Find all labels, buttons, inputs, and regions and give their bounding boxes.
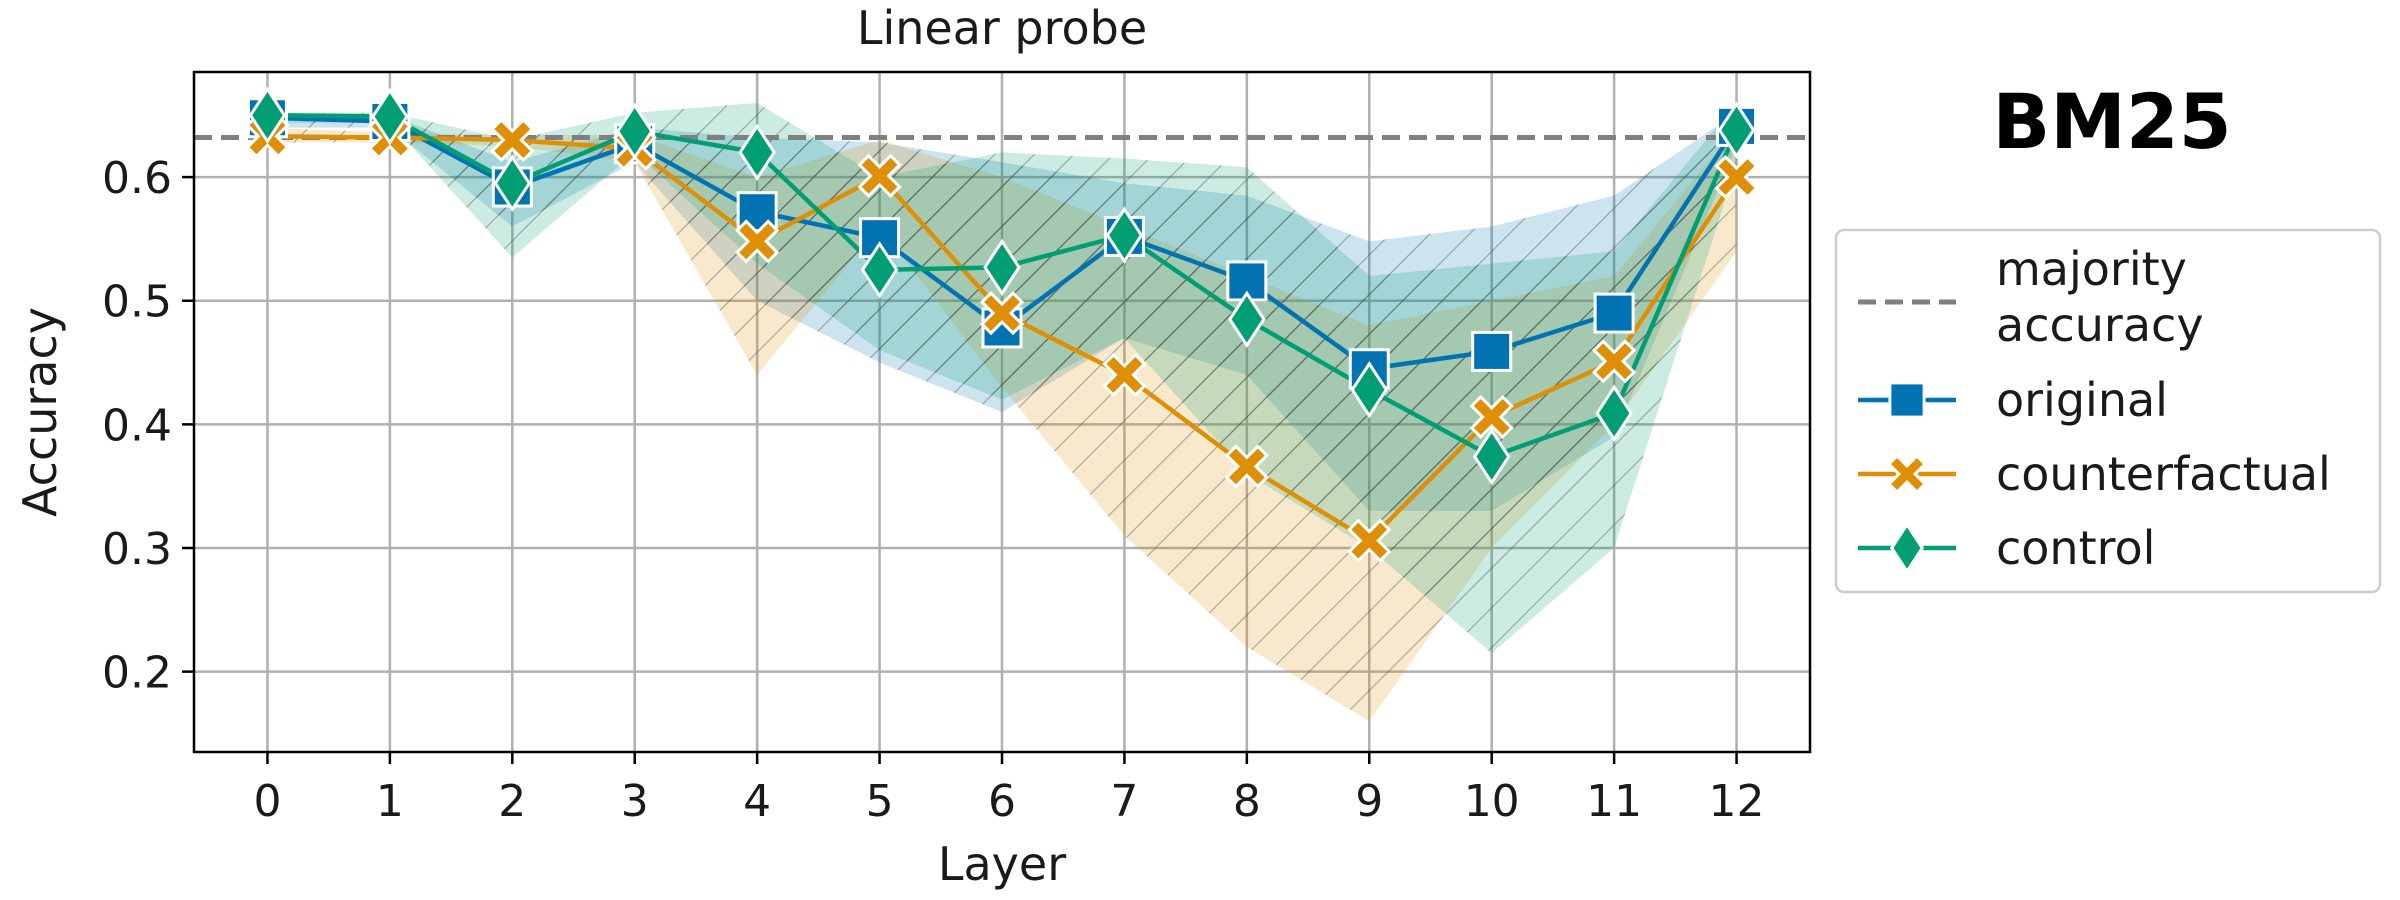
point-counterfactual [735, 219, 780, 264]
y-axis-ticks: 0.2 0.3 0.4 0.5 0.6 [102, 153, 194, 699]
point-control [1350, 361, 1389, 419]
point-counterfactual [1469, 394, 1514, 440]
point-counterfactual [857, 153, 902, 198]
y-tick-label: 0.4 [102, 400, 172, 451]
legend-label-majority-line-1: majority [1996, 242, 2187, 296]
y-tick-label: 0.5 [102, 277, 172, 328]
series-markers [245, 86, 1759, 563]
legend-label-control: control [1996, 521, 2155, 575]
legend-marker-original [1888, 381, 1926, 419]
legend-label-majority: majority accuracy [1996, 242, 2204, 352]
dataset-annotation: BM25 [1992, 77, 2231, 166]
x-axis-ticks: 0 1 2 3 4 5 6 7 8 9 10 11 12 [253, 752, 1765, 827]
x-tick-label: 7 [1110, 776, 1138, 827]
point-control [248, 86, 287, 145]
point-control [615, 102, 654, 161]
x-tick-label: 4 [743, 776, 771, 827]
x-tick-label: 3 [621, 776, 649, 827]
x-tick-label: 8 [1233, 776, 1261, 827]
point-original [1593, 292, 1635, 334]
point-control [1717, 101, 1756, 159]
point-original [1471, 330, 1513, 372]
chart-title: Linear probe [857, 1, 1147, 55]
x-tick-label: 10 [1464, 776, 1520, 827]
x-tick-label: 0 [253, 776, 281, 827]
point-counterfactual [1347, 518, 1392, 563]
legend-frame [1834, 228, 2382, 594]
y-tick-label: 0.3 [102, 524, 172, 575]
x-tick-label: 9 [1355, 776, 1383, 827]
point-control [1228, 290, 1266, 349]
y-axis-label: Accuracy [13, 307, 67, 517]
legend: majority accuracy original counterfactual… [1834, 228, 2382, 594]
x-tick-label: 1 [376, 776, 404, 827]
x-tick-label: 2 [498, 776, 526, 827]
y-tick-label: 0.2 [102, 648, 172, 699]
x-axis-label: Layer [938, 837, 1066, 891]
point-counterfactual [1102, 352, 1147, 398]
point-counterfactual [1224, 444, 1269, 489]
x-tick-label: 12 [1709, 776, 1765, 827]
legend-label-majority-line-2: accuracy [1996, 298, 2204, 352]
point-control [493, 154, 532, 213]
legend-marker-control [1889, 521, 1925, 575]
point-counterfactual [490, 117, 535, 163]
x-tick-label: 11 [1586, 776, 1642, 827]
point-counterfactual [1714, 154, 1759, 200]
point-control [1472, 427, 1511, 486]
y-tick-label: 0.6 [102, 153, 172, 204]
legend-marker-counterfactual [1886, 453, 1928, 495]
band-hatch-counterfactual [267, 127, 1737, 722]
point-control [738, 123, 776, 182]
point-control [983, 238, 1021, 297]
point-control [1595, 384, 1633, 442]
point-counterfactual [979, 290, 1025, 336]
legend-series-entries: original counterfactual control [1858, 373, 2331, 575]
point-control [1105, 206, 1144, 264]
point-control [860, 241, 899, 299]
x-tick-label: 6 [988, 776, 1016, 827]
legend-label-original: original [1996, 373, 2168, 427]
legend-label-counterfactual: counterfactual [1996, 447, 2331, 501]
point-counterfactual [1591, 339, 1637, 384]
point-control [371, 87, 409, 146]
band-hatch-control [267, 102, 1737, 654]
x-tick-label: 5 [866, 776, 894, 827]
